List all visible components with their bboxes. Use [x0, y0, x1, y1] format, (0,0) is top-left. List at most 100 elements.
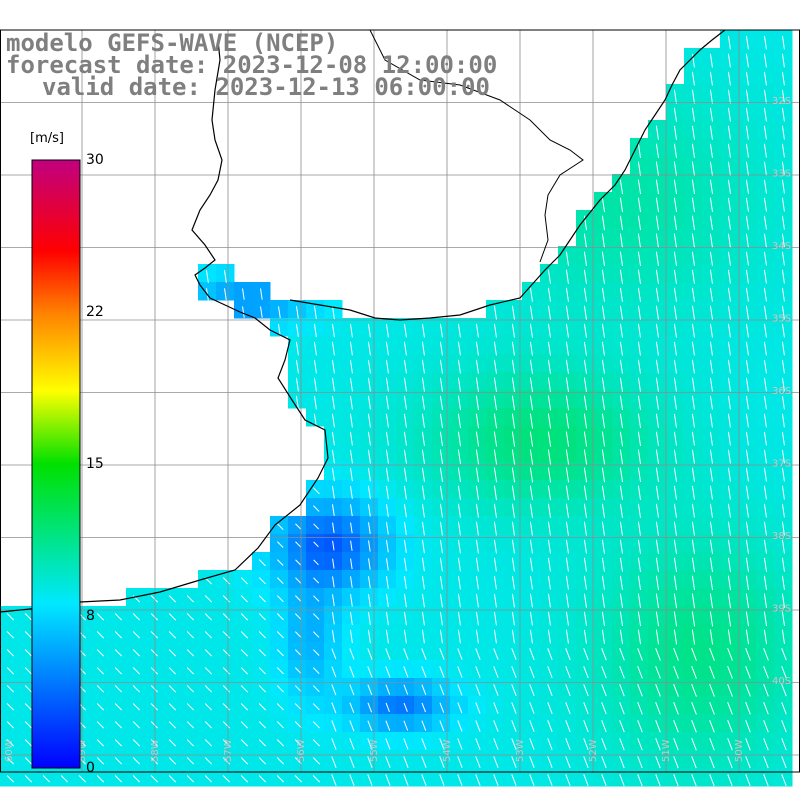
- wind-arrow: [312, 775, 321, 783]
- wind-arrow: [709, 161, 713, 176]
- wind-arrow: [691, 107, 695, 122]
- wind-arrow: [763, 503, 767, 518]
- wind-arrow: [691, 449, 695, 464]
- wind-arrow: [96, 775, 105, 783]
- wind-arrow: [493, 359, 497, 374]
- wind-arrow: [295, 577, 302, 584]
- wind-arrow: [673, 503, 677, 518]
- longitude-label: 51W: [661, 739, 672, 762]
- wind-arrow: [24, 631, 33, 639]
- wind-arrow: [691, 323, 695, 338]
- wind-arrow: [673, 287, 677, 302]
- wind-arrow: [601, 593, 605, 608]
- wind-arrow: [637, 341, 641, 356]
- wind-arrow: [691, 485, 695, 500]
- wind-arrow: [457, 539, 461, 554]
- wind-arrow: [313, 505, 320, 512]
- wind-arrow: [547, 684, 553, 696]
- wind-arrow: [24, 649, 33, 657]
- wind-arrow: [349, 648, 355, 660]
- wind-arrow: [421, 774, 427, 786]
- wind-arrow: [547, 449, 552, 465]
- wind-arrow: [493, 611, 497, 626]
- wind-arrow: [529, 431, 534, 447]
- wind-arrow: [619, 377, 623, 392]
- wind-arrow: [475, 341, 479, 356]
- wind-arrow: [673, 701, 679, 715]
- wind-arrow: [781, 143, 785, 158]
- wind-arrow: [295, 323, 299, 338]
- wind-arrow: [565, 720, 571, 733]
- wind-arrow: [763, 287, 767, 302]
- wind-arrow: [313, 395, 317, 410]
- wind-arrow: [673, 305, 677, 320]
- wind-arrow: [745, 395, 749, 410]
- wind-arrow: [313, 523, 320, 530]
- wind-arrow: [132, 739, 141, 747]
- wind-arrow: [601, 215, 606, 231]
- wind-arrow: [331, 720, 337, 732]
- wind-arrow: [691, 413, 695, 428]
- wind-arrow: [114, 739, 123, 747]
- wind-arrow: [168, 595, 177, 603]
- wind-arrow: [367, 593, 371, 607]
- wind-arrow: [385, 774, 391, 786]
- wind-arrow: [349, 629, 353, 644]
- wind-arrow: [709, 197, 713, 212]
- wind-arrow: [511, 323, 515, 338]
- wind-arrow: [745, 197, 749, 212]
- wind-arrow: [385, 702, 390, 712]
- wind-arrow: [691, 503, 695, 518]
- wind-arrow: [583, 377, 588, 393]
- wind-arrow: [331, 377, 335, 392]
- wind-arrow: [258, 631, 266, 639]
- wind-arrow: [367, 684, 373, 696]
- wind-arrow: [493, 341, 497, 356]
- wind-arrow: [727, 125, 731, 140]
- wind-arrow: [709, 233, 713, 248]
- wind-arrow: [655, 665, 661, 679]
- wind-arrow: [709, 774, 715, 787]
- wind-arrow: [457, 431, 462, 447]
- wind-arrow: [691, 720, 697, 733]
- wind-arrow: [439, 702, 445, 713]
- wind-arrow: [637, 233, 642, 249]
- wind-arrow: [475, 431, 480, 447]
- wind-arrow: [6, 667, 15, 675]
- wind-arrow: [619, 251, 624, 267]
- wind-arrow: [529, 539, 533, 554]
- wind-arrow: [529, 666, 535, 678]
- wind-arrow: [709, 287, 713, 302]
- wind-arrow: [619, 629, 624, 645]
- wind-arrow: [565, 666, 571, 679]
- wind-arrow: [655, 251, 660, 266]
- wind-arrow: [745, 647, 751, 661]
- wind-arrow: [403, 629, 407, 644]
- wind-arrow: [745, 738, 751, 751]
- wind-arrow: [709, 467, 713, 482]
- wind-arrow: [529, 720, 535, 732]
- wind-arrow: [222, 667, 231, 675]
- wind-arrow: [475, 593, 479, 608]
- wind-arrow: [655, 197, 660, 213]
- wind-arrow: [637, 629, 642, 645]
- wind-arrow: [691, 683, 697, 697]
- wind-arrow: [655, 557, 660, 572]
- wind-arrow: [421, 557, 425, 572]
- wind-arrow: [331, 684, 337, 696]
- wind-arrow: [295, 306, 299, 319]
- wind-arrow: [709, 305, 713, 320]
- wind-arrow: [421, 503, 425, 518]
- wind-arrow: [565, 287, 569, 302]
- wind-arrow: [673, 323, 677, 338]
- wind-arrow: [385, 540, 389, 553]
- wind-arrow: [421, 323, 425, 338]
- wind-arrow: [439, 377, 443, 392]
- wind-arrow: [619, 666, 625, 679]
- wind-arrow: [511, 341, 515, 356]
- wind-arrow: [547, 341, 551, 356]
- wind-arrow: [565, 738, 571, 750]
- wind-arrow: [691, 431, 695, 446]
- wind-arrow: [331, 630, 335, 643]
- wind-arrow: [619, 395, 624, 411]
